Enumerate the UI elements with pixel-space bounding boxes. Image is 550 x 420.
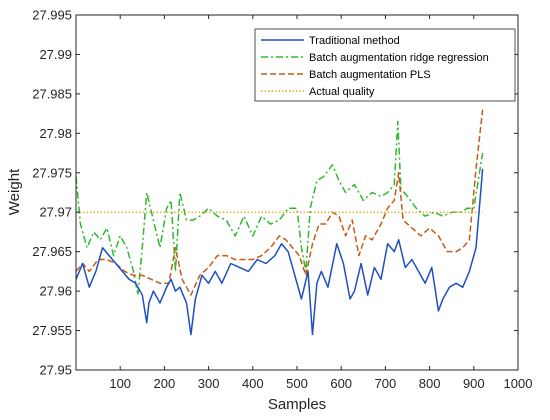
y-tick-label: 27.99	[39, 47, 72, 62]
legend-item: Batch augmentation ridge regression	[261, 52, 489, 64]
y-tick-label: 27.985	[32, 86, 72, 101]
y-axis-label: Weight	[6, 168, 23, 215]
legend-item: Traditional method	[261, 35, 400, 47]
series-line	[75, 168, 484, 336]
series-line	[75, 109, 484, 296]
x-tick-label: 900	[463, 376, 485, 391]
legend: Traditional method Batch augmentation ri…	[254, 28, 516, 102]
y-tick-label: 27.96	[39, 284, 72, 299]
legend-label: Batch augmentation PLS	[309, 69, 431, 81]
y-tick-label: 27.995	[32, 8, 72, 23]
series-line	[75, 120, 484, 296]
legend-box	[254, 28, 516, 102]
legend-item: Batch augmentation PLS	[261, 69, 431, 81]
y-tick-label: 27.97	[39, 205, 72, 220]
x-tick-label: 600	[330, 376, 352, 391]
x-tick-label: 1000	[504, 376, 533, 391]
x-tick-label: 700	[375, 376, 397, 391]
tick-layer: 100 200 300 400 500 600 700 800 900 1000 27.95 27.9…	[32, 8, 532, 392]
legend-label: Traditional method	[309, 35, 400, 47]
x-axis-label: Samples	[268, 396, 326, 413]
x-tick-label: 300	[198, 376, 220, 391]
y-tick-label: 27.955	[32, 323, 72, 338]
legend-label: Batch augmentation ridge regression	[309, 52, 489, 64]
legend-item: Actual quality	[261, 86, 375, 98]
x-tick-label: 100	[109, 376, 131, 391]
y-tick-label: 27.965	[32, 244, 72, 259]
y-tick-label: 27.975	[32, 165, 72, 180]
series-layer	[75, 109, 484, 336]
x-tick-label: 500	[286, 376, 308, 391]
y-tick-label: 27.98	[39, 126, 72, 141]
x-tick-label: 800	[419, 376, 441, 391]
x-tick-label: 200	[154, 376, 176, 391]
legend-label: Actual quality	[309, 86, 375, 98]
y-tick-label: 27.95	[39, 363, 72, 378]
x-tick-label: 400	[242, 376, 264, 391]
